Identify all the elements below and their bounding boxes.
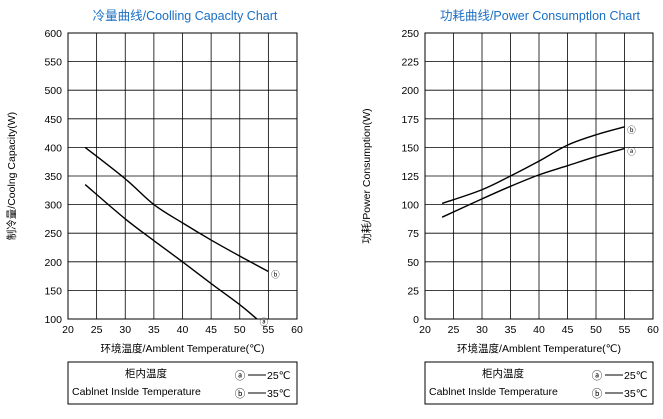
y-tick-label: 50 [407, 257, 419, 269]
x-tick-label: 60 [647, 324, 659, 336]
y-tick-label: 175 [401, 114, 419, 126]
x-tick-label: 25 [448, 324, 460, 336]
legend: 柜内温度 Cablnet Inslde Temperature ⓐ 25℃ ⓑ 35℃ [67, 361, 298, 405]
x-tick-label: 30 [119, 324, 131, 336]
x-tick-label: 55 [263, 324, 275, 336]
series-line [84, 146, 269, 273]
y-tick-label: 125 [401, 171, 419, 183]
y-tick-label: 200 [44, 257, 62, 269]
x-tick-label: 20 [62, 324, 74, 336]
series-marker-label: ⓑ [627, 125, 636, 135]
x-tick-label: 35 [148, 324, 160, 336]
x-tick-label: 35 [505, 324, 517, 336]
cooling-capacity-chart: 冷量曲线/Coolling Capaclty Chart 20 25 30 35 40 45… [5, 9, 303, 405]
y-tick-label: 200 [401, 85, 419, 97]
y-tick-label: 550 [44, 57, 62, 69]
series-line [84, 184, 258, 320]
y-tick-label: 75 [407, 228, 419, 240]
x-axis-label: 环境温度/Amblent Temperature(℃) [457, 342, 621, 355]
legend-title: 柜内温度 [482, 367, 524, 380]
legend-subtitle: Cablnet Inslde Temperature [429, 386, 558, 398]
y-tick-label: 500 [44, 85, 62, 97]
y-tick-label: 300 [44, 200, 62, 212]
y-tick-label: 0 [413, 314, 419, 326]
legend-frame [67, 361, 298, 405]
y-tick-label: 250 [401, 28, 419, 40]
legend-marker: ⓐ [592, 370, 603, 382]
grid-lines [67, 32, 298, 320]
y-tick-label: 225 [401, 57, 419, 69]
y-tick-label: 400 [44, 142, 62, 154]
chart-title: 功耗曲线/Power Consumptlon Chart [440, 9, 641, 23]
series-marker-label: ⓑ [271, 270, 280, 280]
x-tick-label: 40 [533, 324, 545, 336]
y-tick-label: 150 [401, 142, 419, 154]
y-axis-label: 制冷量/Coolng Capacity(W) [5, 112, 18, 240]
legend-marker: ⓐ [235, 370, 246, 382]
legend-entry-label: 25℃ [624, 370, 647, 382]
power-consumption-chart: 功耗曲线/Power Consumptlon Chart 20 25 30 35 40 45… [361, 9, 659, 405]
legend-entry-label: 35℃ [624, 388, 647, 400]
y-tick-label: 450 [44, 114, 62, 126]
x-tick-label: 50 [234, 324, 246, 336]
x-tick-label: 40 [177, 324, 189, 336]
plot-frame [67, 32, 298, 320]
legend: 柜内温度 Cablnet Inslde Temperature ⓐ 25℃ ⓑ 35℃ [424, 361, 654, 405]
y-tick-label: 150 [44, 285, 62, 297]
x-tick-label: 55 [619, 324, 631, 336]
series-line [441, 147, 625, 218]
series-line [441, 126, 625, 205]
x-tick-label: 45 [205, 324, 217, 336]
x-tick-label: 45 [562, 324, 574, 336]
y-tick-label: 100 [401, 200, 419, 212]
legend-frame [424, 361, 654, 405]
legend-marker: ⓑ [235, 388, 246, 400]
legend-subtitle: Cablnet Inslde Temperature [72, 386, 201, 398]
legend-entry-label: 25℃ [267, 370, 290, 382]
x-tick-label: 60 [291, 324, 303, 336]
legend-entry-label: 35℃ [267, 388, 290, 400]
legend-marker: ⓑ [592, 388, 603, 400]
plot-frame [424, 32, 654, 320]
legend-title: 柜内温度 [125, 367, 167, 380]
series-marker-label: ⓐ [627, 147, 636, 157]
series-marker-label: ⓐ [260, 317, 269, 327]
y-tick-label: 100 [44, 314, 62, 326]
y-axis-label: 功耗/Power Consumption(W) [361, 108, 373, 243]
y-tick-label: 600 [44, 28, 62, 40]
x-tick-label: 20 [419, 324, 431, 336]
grid-lines [424, 32, 654, 320]
chart-title: 冷量曲线/Coolling Capaclty Chart [93, 9, 278, 23]
x-tick-label: 25 [91, 324, 103, 336]
y-tick-label: 350 [44, 171, 62, 183]
y-tick-label: 250 [44, 228, 62, 240]
y-tick-label: 25 [407, 285, 419, 297]
x-tick-label: 50 [590, 324, 602, 336]
x-tick-label: 30 [476, 324, 488, 336]
x-axis-label: 环境温度/Amblent Temperature(℃) [101, 342, 265, 355]
